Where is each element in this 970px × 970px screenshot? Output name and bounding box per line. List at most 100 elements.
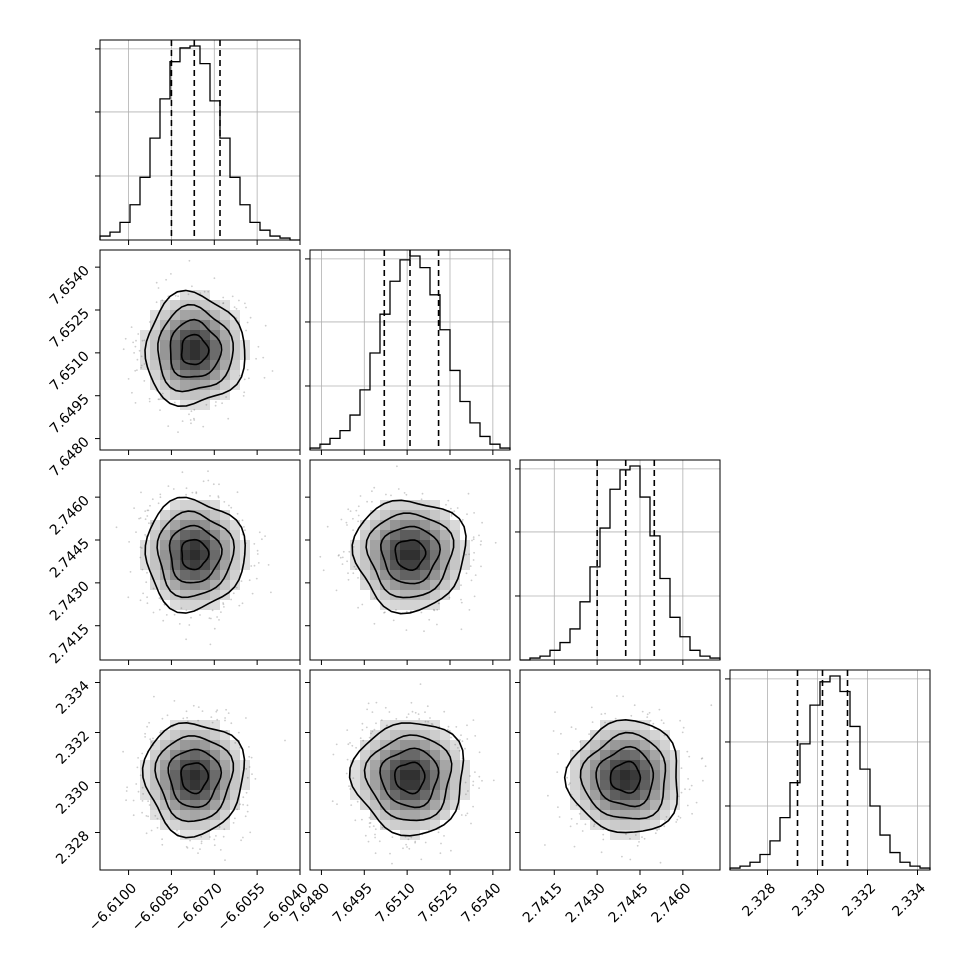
scatter-point bbox=[384, 611, 386, 614]
scatter-point bbox=[248, 377, 250, 380]
scatter-point bbox=[372, 825, 375, 827]
density-cell bbox=[150, 540, 160, 550]
scatter-point bbox=[213, 277, 216, 280]
density-cell bbox=[420, 790, 430, 800]
scatter-point bbox=[146, 509, 149, 512]
density-cell bbox=[620, 730, 630, 740]
scatter-point bbox=[212, 483, 215, 486]
scatter-point bbox=[145, 581, 148, 584]
scatter-point bbox=[223, 828, 226, 831]
scatter-point bbox=[342, 550, 345, 553]
scatter-point bbox=[200, 840, 203, 843]
density-cell bbox=[650, 780, 660, 790]
scatter-point bbox=[646, 716, 649, 718]
scatter-point bbox=[591, 721, 594, 723]
scatter-point bbox=[185, 638, 188, 641]
density-cell bbox=[160, 310, 170, 320]
scatter-point bbox=[144, 510, 147, 512]
scatter-point bbox=[139, 546, 142, 549]
scatter-point bbox=[209, 643, 212, 646]
density-cell bbox=[650, 730, 660, 740]
scatter-point bbox=[178, 623, 181, 625]
scatter-point bbox=[456, 507, 459, 509]
scatter-point bbox=[478, 751, 481, 754]
scatter-point bbox=[682, 726, 685, 729]
density-cell bbox=[380, 570, 390, 580]
scatter-point bbox=[350, 804, 353, 806]
scatter-point bbox=[145, 832, 148, 835]
scatter-point bbox=[414, 840, 417, 843]
scatter-point bbox=[473, 512, 475, 514]
scatter-point bbox=[189, 839, 192, 842]
scatter-point bbox=[152, 611, 155, 614]
density-cell bbox=[190, 540, 200, 550]
scatter-point bbox=[181, 420, 184, 422]
scatter-point bbox=[341, 556, 344, 559]
scatter-point bbox=[659, 861, 662, 864]
scatter-point bbox=[407, 713, 410, 715]
density-cell bbox=[190, 580, 200, 590]
scatter-point bbox=[148, 321, 151, 323]
density-cell bbox=[600, 720, 610, 730]
scatter-point bbox=[629, 837, 631, 840]
density-cell bbox=[200, 590, 210, 600]
scatter-point bbox=[219, 849, 222, 851]
density-cell bbox=[220, 380, 230, 390]
density-cell bbox=[380, 540, 390, 550]
scatter-point bbox=[374, 833, 376, 836]
density-cell bbox=[170, 370, 180, 380]
density-cell bbox=[140, 360, 150, 370]
scatter-point bbox=[197, 719, 200, 722]
density-cell bbox=[440, 750, 450, 760]
density-cell bbox=[370, 780, 380, 790]
scatter-point bbox=[391, 862, 393, 865]
density-cell bbox=[390, 740, 400, 750]
density-cell bbox=[600, 730, 610, 740]
density-cell bbox=[190, 600, 200, 610]
scatter-point bbox=[654, 832, 657, 835]
density-cell bbox=[610, 810, 620, 820]
scatter-point bbox=[159, 493, 162, 496]
scatter-point bbox=[177, 833, 180, 835]
density-cell bbox=[210, 740, 220, 750]
scatter-point bbox=[392, 619, 395, 622]
scatter-point bbox=[478, 787, 480, 789]
density-cell bbox=[220, 730, 230, 740]
scatter-point bbox=[225, 730, 228, 732]
x-tick-label: 2.332 bbox=[839, 880, 879, 920]
density-cell bbox=[220, 360, 230, 370]
density-cell bbox=[200, 520, 210, 530]
density-cell bbox=[370, 570, 380, 580]
scatter-point bbox=[431, 723, 434, 726]
scatter-point bbox=[460, 601, 463, 604]
density-cell bbox=[180, 520, 190, 530]
density-cell bbox=[460, 790, 470, 800]
density-cell bbox=[200, 720, 210, 730]
density-cell bbox=[620, 830, 630, 840]
y-tick-label: 2.330 bbox=[53, 778, 93, 818]
density-cell bbox=[450, 800, 460, 810]
scatter-point bbox=[702, 779, 704, 782]
scatter-point bbox=[239, 374, 241, 377]
scatter-point bbox=[460, 628, 463, 631]
scatter-point bbox=[664, 819, 666, 822]
density-cell bbox=[450, 750, 460, 760]
density-cell bbox=[390, 730, 400, 740]
scatter-point bbox=[338, 554, 340, 556]
scatter-point bbox=[352, 517, 354, 520]
scatter-point bbox=[494, 541, 497, 544]
contour-level-0 bbox=[393, 761, 426, 795]
scatter-point bbox=[227, 712, 230, 714]
density-cell bbox=[610, 760, 620, 770]
scatter-point bbox=[464, 781, 467, 784]
scatter-point bbox=[137, 757, 140, 759]
density-cell bbox=[160, 760, 170, 770]
density-cell bbox=[200, 340, 210, 350]
density-cell bbox=[620, 790, 630, 800]
scatter-point bbox=[242, 836, 244, 839]
density-cell bbox=[170, 380, 180, 390]
scatter-point bbox=[663, 825, 666, 828]
density-cell bbox=[450, 760, 460, 770]
scatter-point bbox=[359, 737, 362, 739]
density-cell bbox=[580, 780, 590, 790]
